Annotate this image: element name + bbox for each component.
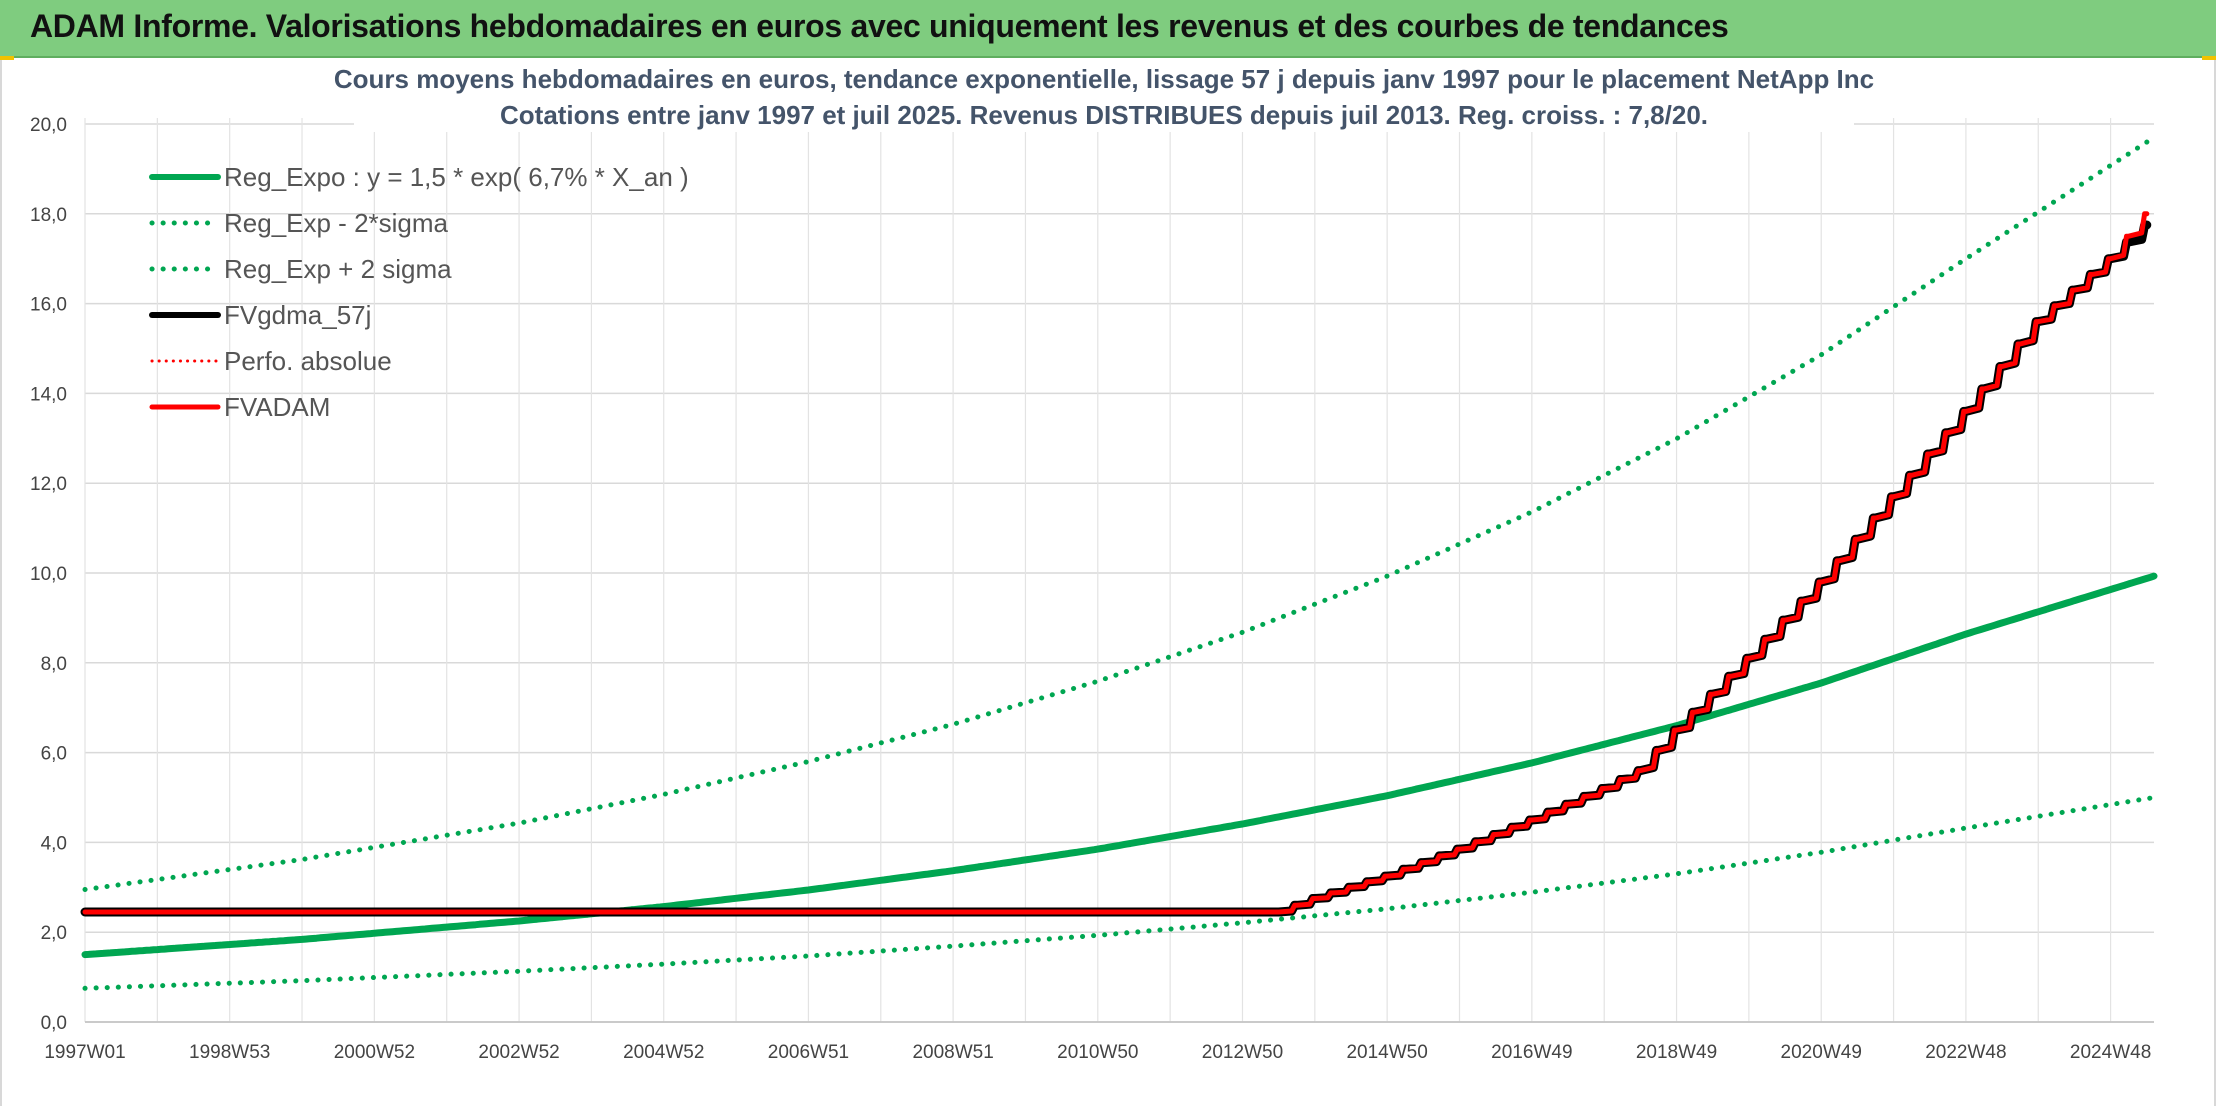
legend-label: FVADAM: [224, 392, 330, 422]
x-tick-label: 2022W48: [1925, 1042, 2006, 1063]
report-banner: ADAM Informe. Valorisations hebdomadaire…: [0, 0, 2216, 58]
legend-label: Reg_Exp + 2 sigma: [224, 254, 452, 284]
line-chart: 0,0 2,0 4,0 6,0 8,0 10,0 12,0 14,0 16,0 18,0 20,0 1…: [30, 60, 2158, 1063]
legend-label: FVgdma_57j: [224, 300, 371, 330]
x-tick-label: 2002W52: [478, 1042, 559, 1063]
y-tick-label: 6,0: [41, 744, 67, 765]
legend-label: Perfo. absolue: [224, 346, 392, 376]
y-tick-label: 0,0: [41, 1013, 67, 1034]
chart-title: Cours moyens hebdomadaires en euros, ten…: [334, 64, 1874, 94]
x-tick-label: 2006W51: [768, 1042, 849, 1063]
chart-subtitle: Cotations entre janv 1997 et juil 2025. …: [500, 100, 1708, 130]
y-tick-label: 18,0: [30, 205, 67, 226]
y-tick-label: 14,0: [30, 384, 67, 405]
corner-marker-left: [0, 56, 14, 62]
x-tick-label: 2004W52: [623, 1042, 704, 1063]
x-tick-label: 2008W51: [912, 1042, 993, 1063]
x-tick-label: 2014W50: [1346, 1042, 1427, 1063]
x-tick-label: 2016W49: [1491, 1042, 1572, 1063]
series-line: [82, 795, 2157, 991]
series-line: [82, 211, 2150, 915]
x-tick-label: 1997W01: [44, 1042, 125, 1063]
title-backdrop: [354, 60, 1854, 132]
chart-frame: 0,0 2,0 4,0 6,0 8,0 10,0 12,0 14,0 16,0 18,0 20,0 1…: [0, 60, 2216, 1106]
x-tick-label: 2010W50: [1057, 1042, 1138, 1063]
y-tick-label: 4,0: [41, 833, 67, 854]
x-tick-label: 2018W49: [1636, 1042, 1717, 1063]
y-tick-label: 10,0: [30, 564, 67, 585]
series-line: [82, 135, 2157, 892]
x-tick-label: 1998W53: [189, 1042, 270, 1063]
legend-label: Reg_Exp - 2*sigma: [224, 208, 449, 238]
x-tick-label: 2012W50: [1202, 1042, 1283, 1063]
y-tick-label: 20,0: [30, 115, 67, 136]
corner-marker-right: [2202, 56, 2216, 62]
y-tick-label: 16,0: [30, 295, 67, 316]
x-tick-label: 2020W49: [1781, 1042, 1862, 1063]
legend-label: Reg_Expo : y = 1,5 * exp( 6,7% * X_an ): [224, 162, 689, 192]
x-tick-label: 2000W52: [334, 1042, 415, 1063]
x-tick-label: 2024W48: [2070, 1042, 2151, 1063]
y-tick-label: 12,0: [30, 474, 67, 495]
series-line: [81, 572, 2158, 959]
report-title: ADAM Informe. Valorisations hebdomadaire…: [30, 8, 1729, 44]
y-tick-label: 8,0: [41, 654, 67, 675]
y-tick-label: 2,0: [41, 923, 67, 944]
